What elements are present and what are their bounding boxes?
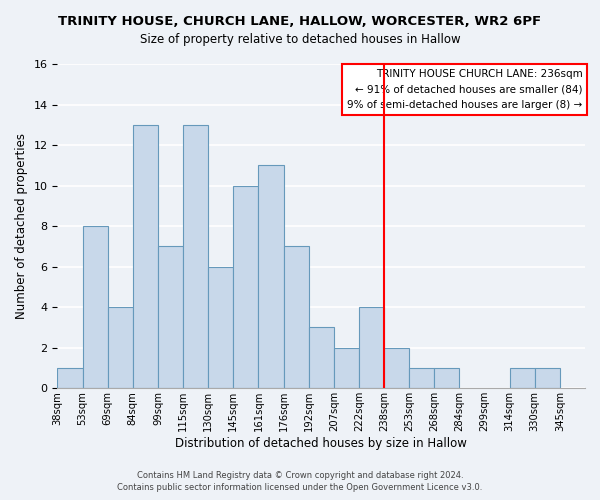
Y-axis label: Number of detached properties: Number of detached properties	[15, 133, 28, 319]
X-axis label: Distribution of detached houses by size in Hallow: Distribution of detached houses by size …	[175, 437, 467, 450]
Bar	[434, 368, 460, 388]
Bar	[509, 368, 535, 388]
Text: Size of property relative to detached houses in Hallow: Size of property relative to detached ho…	[140, 32, 460, 46]
Bar	[284, 246, 308, 388]
Bar	[133, 125, 158, 388]
Bar	[158, 246, 183, 388]
Bar	[58, 368, 83, 388]
Bar	[359, 307, 384, 388]
Bar	[334, 348, 359, 389]
Bar	[183, 125, 208, 388]
Bar	[308, 328, 334, 388]
Bar	[259, 166, 284, 388]
Text: Contains HM Land Registry data © Crown copyright and database right 2024.
Contai: Contains HM Land Registry data © Crown c…	[118, 471, 482, 492]
Bar	[83, 226, 107, 388]
Bar	[233, 186, 259, 388]
Bar	[409, 368, 434, 388]
Text: TRINITY HOUSE, CHURCH LANE, HALLOW, WORCESTER, WR2 6PF: TRINITY HOUSE, CHURCH LANE, HALLOW, WORC…	[58, 15, 542, 28]
Text: TRINITY HOUSE CHURCH LANE: 236sqm
← 91% of detached houses are smaller (84)
9% o: TRINITY HOUSE CHURCH LANE: 236sqm ← 91% …	[347, 69, 583, 110]
Bar	[208, 266, 233, 388]
Bar	[107, 307, 133, 388]
Bar	[535, 368, 560, 388]
Bar	[384, 348, 409, 389]
